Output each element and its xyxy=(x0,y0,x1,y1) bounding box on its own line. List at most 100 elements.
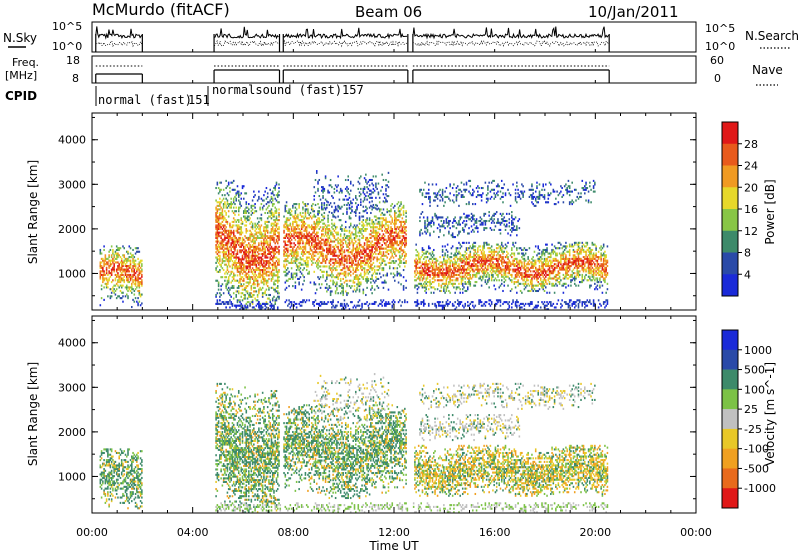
echo-cell xyxy=(441,273,444,276)
echo-cell xyxy=(99,272,102,275)
echo-cell xyxy=(251,199,254,202)
echo-cell xyxy=(251,293,254,297)
echo-cell xyxy=(455,270,458,273)
echo-cell xyxy=(507,261,509,264)
echo-cell xyxy=(346,189,348,192)
echo-cell xyxy=(265,227,268,231)
echo-cell xyxy=(371,240,373,243)
echo-cell xyxy=(321,189,323,192)
echo-cell xyxy=(445,268,448,271)
echo-cell xyxy=(258,274,260,277)
echo-cell xyxy=(246,261,249,264)
echo-cell xyxy=(373,288,376,291)
echo-cell xyxy=(420,272,422,275)
echo-cell xyxy=(343,260,346,263)
echo-cell xyxy=(420,284,422,287)
echo-cell xyxy=(521,273,523,276)
echo-cell xyxy=(349,224,352,227)
echo-cell xyxy=(347,268,349,272)
echo-cell xyxy=(382,254,385,257)
echo-cell xyxy=(220,276,222,279)
echo-cell xyxy=(227,261,230,264)
echo-cell xyxy=(469,245,472,248)
echo-cell xyxy=(304,261,307,264)
echo-cell xyxy=(396,242,399,245)
echo-cell xyxy=(278,295,280,298)
echo-cell xyxy=(248,270,250,273)
echo-cell xyxy=(500,275,503,278)
echo-cell xyxy=(237,224,240,227)
echo-cell xyxy=(310,254,313,257)
echo-cell xyxy=(521,277,523,280)
echo-cell xyxy=(235,244,238,247)
echo-cell xyxy=(138,272,141,275)
echo-cell xyxy=(342,198,344,201)
echo-cell xyxy=(274,242,277,245)
echo-cell xyxy=(243,267,245,270)
echo-cell xyxy=(289,208,292,211)
echo-cell xyxy=(221,213,224,216)
echo-cell xyxy=(248,249,250,252)
echo-cell xyxy=(235,245,238,248)
echo-cell xyxy=(271,238,274,241)
echo-cell xyxy=(354,240,357,243)
echo-cell xyxy=(293,242,295,245)
echo-cell xyxy=(323,226,326,229)
echo-cell xyxy=(329,245,332,248)
echo-cell xyxy=(289,252,292,256)
echo-cell xyxy=(488,259,490,262)
echo-cell xyxy=(139,266,142,269)
echo-cell xyxy=(322,270,324,273)
echo-cell xyxy=(308,242,310,245)
echo-cell xyxy=(219,235,221,238)
echo-cell xyxy=(402,242,405,245)
echo-cell xyxy=(109,275,112,278)
echo-cell xyxy=(271,286,274,289)
echo-cell xyxy=(431,261,434,264)
echo-cell xyxy=(261,247,264,250)
echo-cell xyxy=(310,242,313,245)
echo-cell xyxy=(230,229,232,232)
echo-cell xyxy=(230,254,232,257)
echo-cell xyxy=(304,203,307,206)
echo-cell xyxy=(231,260,234,263)
echo-cell xyxy=(227,251,230,254)
echo-cell xyxy=(343,258,346,261)
echo-cell xyxy=(367,260,370,263)
echo-cell xyxy=(258,283,260,286)
echo-cell xyxy=(305,229,308,232)
echo-cell xyxy=(329,249,332,252)
echo-cell xyxy=(394,231,396,234)
echo-cell xyxy=(236,268,239,272)
echo-cell xyxy=(482,259,484,262)
echo-cell xyxy=(266,201,269,204)
echo-cell xyxy=(519,289,522,293)
echo-cell xyxy=(524,275,527,278)
echo-cell xyxy=(469,266,472,269)
echo-cell xyxy=(358,290,361,293)
echo-cell xyxy=(372,206,375,209)
echo-cell xyxy=(265,235,268,238)
echo-cell xyxy=(391,242,394,245)
echo-cell xyxy=(363,268,366,272)
echo-cell xyxy=(339,207,342,210)
echo-cell xyxy=(251,302,254,305)
echo-cell xyxy=(416,270,419,273)
echo-cell xyxy=(425,288,428,291)
echo-cell xyxy=(287,254,289,257)
echo-cell xyxy=(254,270,256,273)
echo-cell xyxy=(396,272,399,275)
echo-cell xyxy=(224,229,226,232)
echo-cell xyxy=(226,206,229,209)
echo-cell xyxy=(132,270,134,273)
echo-cell xyxy=(351,252,353,256)
echo-cell xyxy=(112,261,114,264)
echo-cell xyxy=(222,226,225,229)
echo-cell xyxy=(339,279,342,282)
echo-cell xyxy=(382,217,385,220)
echo-cell xyxy=(255,247,258,250)
echo-cell xyxy=(482,256,484,259)
echo-cell xyxy=(285,252,288,256)
echo-cell xyxy=(370,233,372,236)
echo-cell xyxy=(299,242,302,245)
